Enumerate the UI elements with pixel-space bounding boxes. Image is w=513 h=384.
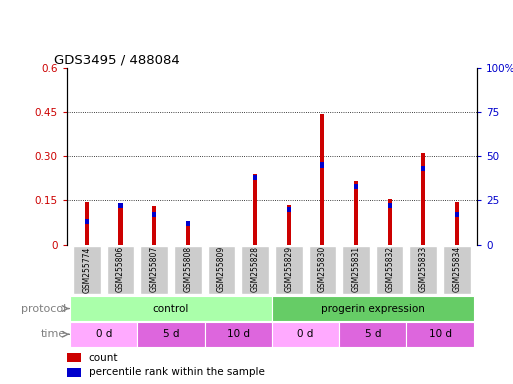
FancyBboxPatch shape	[342, 247, 370, 294]
FancyBboxPatch shape	[339, 322, 406, 347]
FancyBboxPatch shape	[308, 247, 336, 294]
FancyBboxPatch shape	[241, 247, 269, 294]
Bar	[320, 162, 324, 168]
FancyBboxPatch shape	[272, 296, 473, 321]
Text: 5 d: 5 d	[163, 329, 179, 339]
Bar	[253, 174, 257, 245]
Text: GSM255774: GSM255774	[83, 246, 91, 293]
Bar	[186, 225, 190, 245]
Text: GSM255808: GSM255808	[183, 246, 192, 292]
Text: GSM255809: GSM255809	[217, 246, 226, 293]
FancyBboxPatch shape	[406, 322, 473, 347]
FancyBboxPatch shape	[107, 247, 134, 294]
Bar	[119, 205, 123, 245]
Bar	[421, 166, 425, 171]
FancyBboxPatch shape	[70, 296, 272, 321]
Text: count: count	[89, 353, 119, 362]
Text: 5 d: 5 d	[365, 329, 381, 339]
FancyBboxPatch shape	[73, 247, 101, 294]
Text: GSM255806: GSM255806	[116, 246, 125, 293]
FancyBboxPatch shape	[70, 322, 137, 347]
Text: percentile rank within the sample: percentile rank within the sample	[89, 367, 265, 377]
Bar	[253, 175, 257, 180]
FancyBboxPatch shape	[275, 247, 303, 294]
Text: GSM255829: GSM255829	[284, 246, 293, 292]
Bar	[152, 206, 156, 245]
Text: GSM255831: GSM255831	[351, 246, 361, 292]
Bar	[119, 203, 123, 209]
Text: GSM255832: GSM255832	[385, 246, 394, 292]
Bar	[455, 202, 459, 245]
FancyBboxPatch shape	[376, 247, 403, 294]
Bar	[421, 153, 425, 245]
Bar	[67, 353, 81, 362]
FancyBboxPatch shape	[443, 247, 471, 294]
Text: 0 d: 0 d	[95, 329, 112, 339]
Text: 10 d: 10 d	[227, 329, 250, 339]
FancyBboxPatch shape	[208, 247, 235, 294]
Bar	[388, 199, 391, 245]
FancyBboxPatch shape	[141, 247, 168, 294]
Text: 10 d: 10 d	[428, 329, 451, 339]
Bar	[354, 184, 358, 189]
Text: progerin expression: progerin expression	[321, 303, 425, 314]
FancyBboxPatch shape	[205, 322, 272, 347]
Bar	[455, 212, 459, 217]
FancyBboxPatch shape	[137, 322, 205, 347]
Bar	[152, 212, 156, 217]
Bar	[186, 221, 190, 226]
Text: time: time	[41, 329, 66, 339]
Bar	[354, 181, 358, 245]
Text: GSM255828: GSM255828	[250, 247, 260, 292]
Bar	[287, 205, 291, 245]
Text: GSM255834: GSM255834	[452, 246, 461, 293]
Bar	[388, 203, 391, 209]
Text: control: control	[153, 303, 189, 314]
Text: GSM255807: GSM255807	[150, 246, 159, 293]
Text: GSM255833: GSM255833	[419, 246, 428, 293]
Text: GSM255830: GSM255830	[318, 246, 327, 293]
Bar	[85, 219, 89, 224]
Bar	[287, 207, 291, 212]
Text: 0 d: 0 d	[298, 329, 314, 339]
Bar	[67, 368, 81, 377]
FancyBboxPatch shape	[272, 322, 339, 347]
FancyBboxPatch shape	[174, 247, 202, 294]
Bar	[85, 202, 89, 245]
Text: GDS3495 / 488084: GDS3495 / 488084	[54, 54, 180, 67]
Bar	[320, 114, 324, 245]
FancyBboxPatch shape	[409, 247, 437, 294]
Text: protocol: protocol	[21, 303, 66, 314]
